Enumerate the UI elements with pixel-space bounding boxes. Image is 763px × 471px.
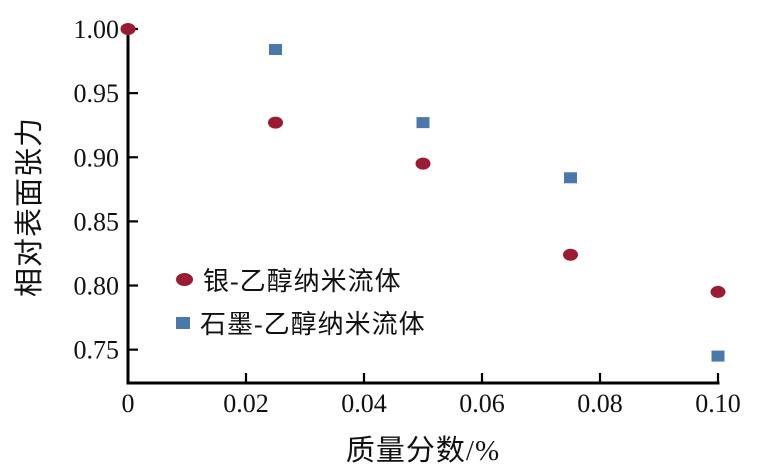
legend-label: 银-乙醇纳米流体 — [203, 267, 402, 296]
y-axis-title: 相对表面张力 — [14, 117, 46, 298]
y-tick-label: 0.85 — [74, 207, 120, 236]
data-point-square — [711, 350, 725, 362]
data-point-circle — [120, 23, 136, 35]
y-tick-label: 0.90 — [74, 143, 120, 172]
circle-marker-icon — [176, 273, 193, 286]
legend-item-silver-nanofluid: 银-乙醇纳米流体 — [176, 258, 426, 301]
x-tick-label: 0.08 — [577, 389, 623, 418]
square-marker-icon — [176, 316, 190, 329]
y-tick-label: 0.75 — [74, 336, 120, 365]
legend-label: 石墨-乙醇纳米流体 — [200, 310, 426, 339]
x-axis-title: 质量分数/% — [345, 435, 501, 467]
y-tick-label: 1.00 — [74, 15, 120, 44]
x-tick-label: 0.06 — [459, 389, 505, 418]
y-tick-label: 0.80 — [74, 272, 120, 301]
legend: 银-乙醇纳米流体 石墨-乙醇纳米流体 — [176, 258, 426, 344]
data-point-square — [269, 44, 282, 56]
legend-item-graphite-nanofluid: 石墨-乙醇纳米流体 — [176, 301, 426, 344]
x-tick-label: 0 — [122, 389, 135, 418]
x-tick-label: 0.10 — [695, 389, 741, 418]
data-point-square — [564, 172, 577, 184]
data-point-circle — [710, 285, 726, 298]
data-point-circle — [563, 248, 578, 261]
data-point-circle — [268, 116, 283, 129]
y-tick-label: 0.95 — [74, 79, 120, 108]
data-point-square — [416, 117, 430, 129]
x-tick-label: 0.02 — [223, 389, 269, 418]
x-tick-label: 0.04 — [341, 389, 387, 418]
data-point-circle — [415, 157, 431, 170]
